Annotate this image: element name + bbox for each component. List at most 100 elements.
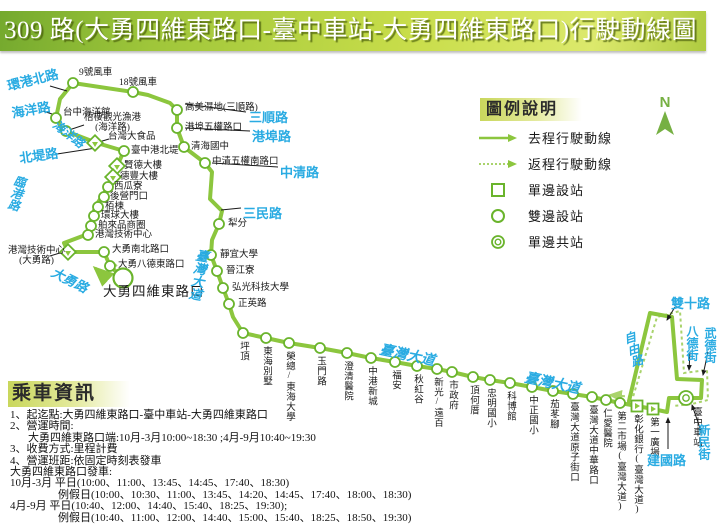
legend-label: 返程行駛動線 xyxy=(528,157,613,172)
station-label: 栢棟 xyxy=(105,202,125,212)
station-label: 臺灣大道原子街口 xyxy=(568,402,578,482)
station-label: 中正國小 xyxy=(527,395,537,435)
legend-item-square: 單邊設站 xyxy=(479,180,584,199)
station-marker xyxy=(112,267,134,289)
station-label: 梧棲觀光漁港 (海洋路) xyxy=(84,113,142,133)
station-marker xyxy=(365,352,377,364)
legend-item-return-arrow: 返程行駛動線 xyxy=(479,154,612,173)
station-marker xyxy=(103,167,123,187)
station-label: 中清五權南路口 xyxy=(212,157,279,167)
station-marker xyxy=(314,342,326,354)
station-label: 正英路 xyxy=(238,299,267,309)
station-marker xyxy=(104,260,116,272)
legend-header: 圖例說明 xyxy=(480,98,582,121)
station-label: 茄苳腳 xyxy=(548,399,558,429)
station-marker xyxy=(223,298,235,310)
station-label: 市政府 xyxy=(447,380,457,410)
station-label: 坪頂 xyxy=(238,341,248,361)
pointer-arrow xyxy=(701,351,709,376)
station-marker xyxy=(213,218,225,230)
station-label: 後營門口 xyxy=(110,192,149,202)
station-marker xyxy=(67,77,79,89)
station-marker xyxy=(205,249,217,261)
station-label: 福安 xyxy=(390,370,400,390)
return-arrow-icon xyxy=(479,157,519,171)
station-label: 彰化銀行(臺灣大道) xyxy=(632,414,642,515)
station-label: 新光/遠百 xyxy=(432,377,442,428)
station-marker xyxy=(484,374,496,386)
station-label: 港灣技術中心 (大勇路) xyxy=(8,246,66,266)
station-marker xyxy=(60,125,72,137)
legend-label: 去程行駛動線 xyxy=(528,131,613,146)
pointer-line xyxy=(184,103,247,113)
station-marker xyxy=(283,337,295,349)
direction-arrows xyxy=(92,265,623,402)
info-line: 10月-3月 平日(10:00、11:00、13:45、14:45、17:40、… xyxy=(10,477,290,490)
info-line: 例假日(10:00、10:30、11:00、13:45、14:20、14:45、… xyxy=(58,488,412,501)
station-label: 高美濕地(三順路) xyxy=(185,103,258,113)
info-line: 大勇四維東路口端:10月-3月10:00~18:30 ;4月-9月10:40~1… xyxy=(28,431,316,444)
north-arrow-icon xyxy=(656,111,674,135)
station-label: 靜宜大學 xyxy=(220,250,259,260)
station-label: 第一廣場 xyxy=(648,417,658,457)
pointer-line xyxy=(56,147,97,155)
station-marker xyxy=(50,112,62,124)
station-label: 港灣技術中心 xyxy=(95,230,153,240)
station-marker xyxy=(678,390,694,406)
station-marker xyxy=(98,246,110,258)
station-marker xyxy=(646,402,660,416)
station-marker xyxy=(58,242,78,262)
legend-item-circle: 雙邊設站 xyxy=(479,206,584,225)
legend-label: 單邊設站 xyxy=(528,183,585,198)
station-marker xyxy=(341,347,353,359)
ride-info-panel: 1、起迄點:大勇四維東路口-臺中車站-大勇四維東路口 2、營運時間: 大勇四維東路口… xyxy=(10,409,720,524)
station-label: 中港新城 xyxy=(366,366,376,406)
station-label: 晉江寮 xyxy=(226,266,255,276)
info-line: 4、營運班距:依固定時刻表發車 xyxy=(10,454,162,467)
pointer-arrow xyxy=(666,306,676,321)
station-label: 犁分 xyxy=(228,219,248,229)
road-label: 中清路 xyxy=(280,165,320,180)
station-marker xyxy=(630,399,644,413)
pointer-line xyxy=(49,85,68,92)
station-marker xyxy=(586,391,598,403)
station-label: 大勇八德東路口 xyxy=(118,260,185,270)
station-label: 舶來品商圈 xyxy=(98,221,146,231)
station-marker xyxy=(614,397,626,409)
station-marker xyxy=(171,104,183,116)
north-label: N xyxy=(659,94,671,111)
station-label: 秋紅谷 xyxy=(412,374,422,404)
station-marker xyxy=(389,356,401,368)
station-marker xyxy=(547,385,559,397)
station-label: 第二市場(臺灣大道) xyxy=(615,411,625,512)
station-label: 東海別墅 xyxy=(261,346,271,386)
station-marker xyxy=(85,133,105,153)
pointer-line xyxy=(211,162,279,168)
station-marker xyxy=(178,141,190,153)
legend-label: 雙邊設站 xyxy=(528,209,585,224)
info-line: 大勇四維東路口發車: xyxy=(10,466,113,479)
station-label: 臺中車站 xyxy=(691,407,701,447)
station-label: 玉門路 xyxy=(315,356,325,386)
return-route-line xyxy=(609,309,710,407)
road-label: 武德街 xyxy=(703,327,717,363)
road-label: 三順路 xyxy=(249,110,289,125)
station-label: 環球大樓 xyxy=(101,211,140,221)
station-marker xyxy=(467,371,479,383)
pointer-line xyxy=(184,127,251,132)
double-circle-icon xyxy=(479,234,519,249)
station-label: 大勇四維東路口 xyxy=(103,284,205,299)
road-label: 港埠路 xyxy=(252,129,292,144)
page-title: 309 路(大勇四維東路口-臺中車站-大勇四維東路口)行駛動線圖 xyxy=(0,11,706,51)
station-label: 德豐大樓 xyxy=(120,172,159,182)
station-label: 仁愛醫院 xyxy=(601,408,611,448)
info-line: 1、起迄點:大勇四維東路口-臺中車站-大勇四維東路口 xyxy=(10,409,268,421)
station-marker xyxy=(431,363,443,375)
return-direction-arrow xyxy=(608,390,623,402)
info-line: 例假日(10:40、11:00、12:00、14:40、15:00、15:40、… xyxy=(58,511,412,524)
station-label: 臺中港北堤 xyxy=(131,146,179,156)
station-marker xyxy=(526,381,538,393)
station-marker xyxy=(217,282,229,294)
